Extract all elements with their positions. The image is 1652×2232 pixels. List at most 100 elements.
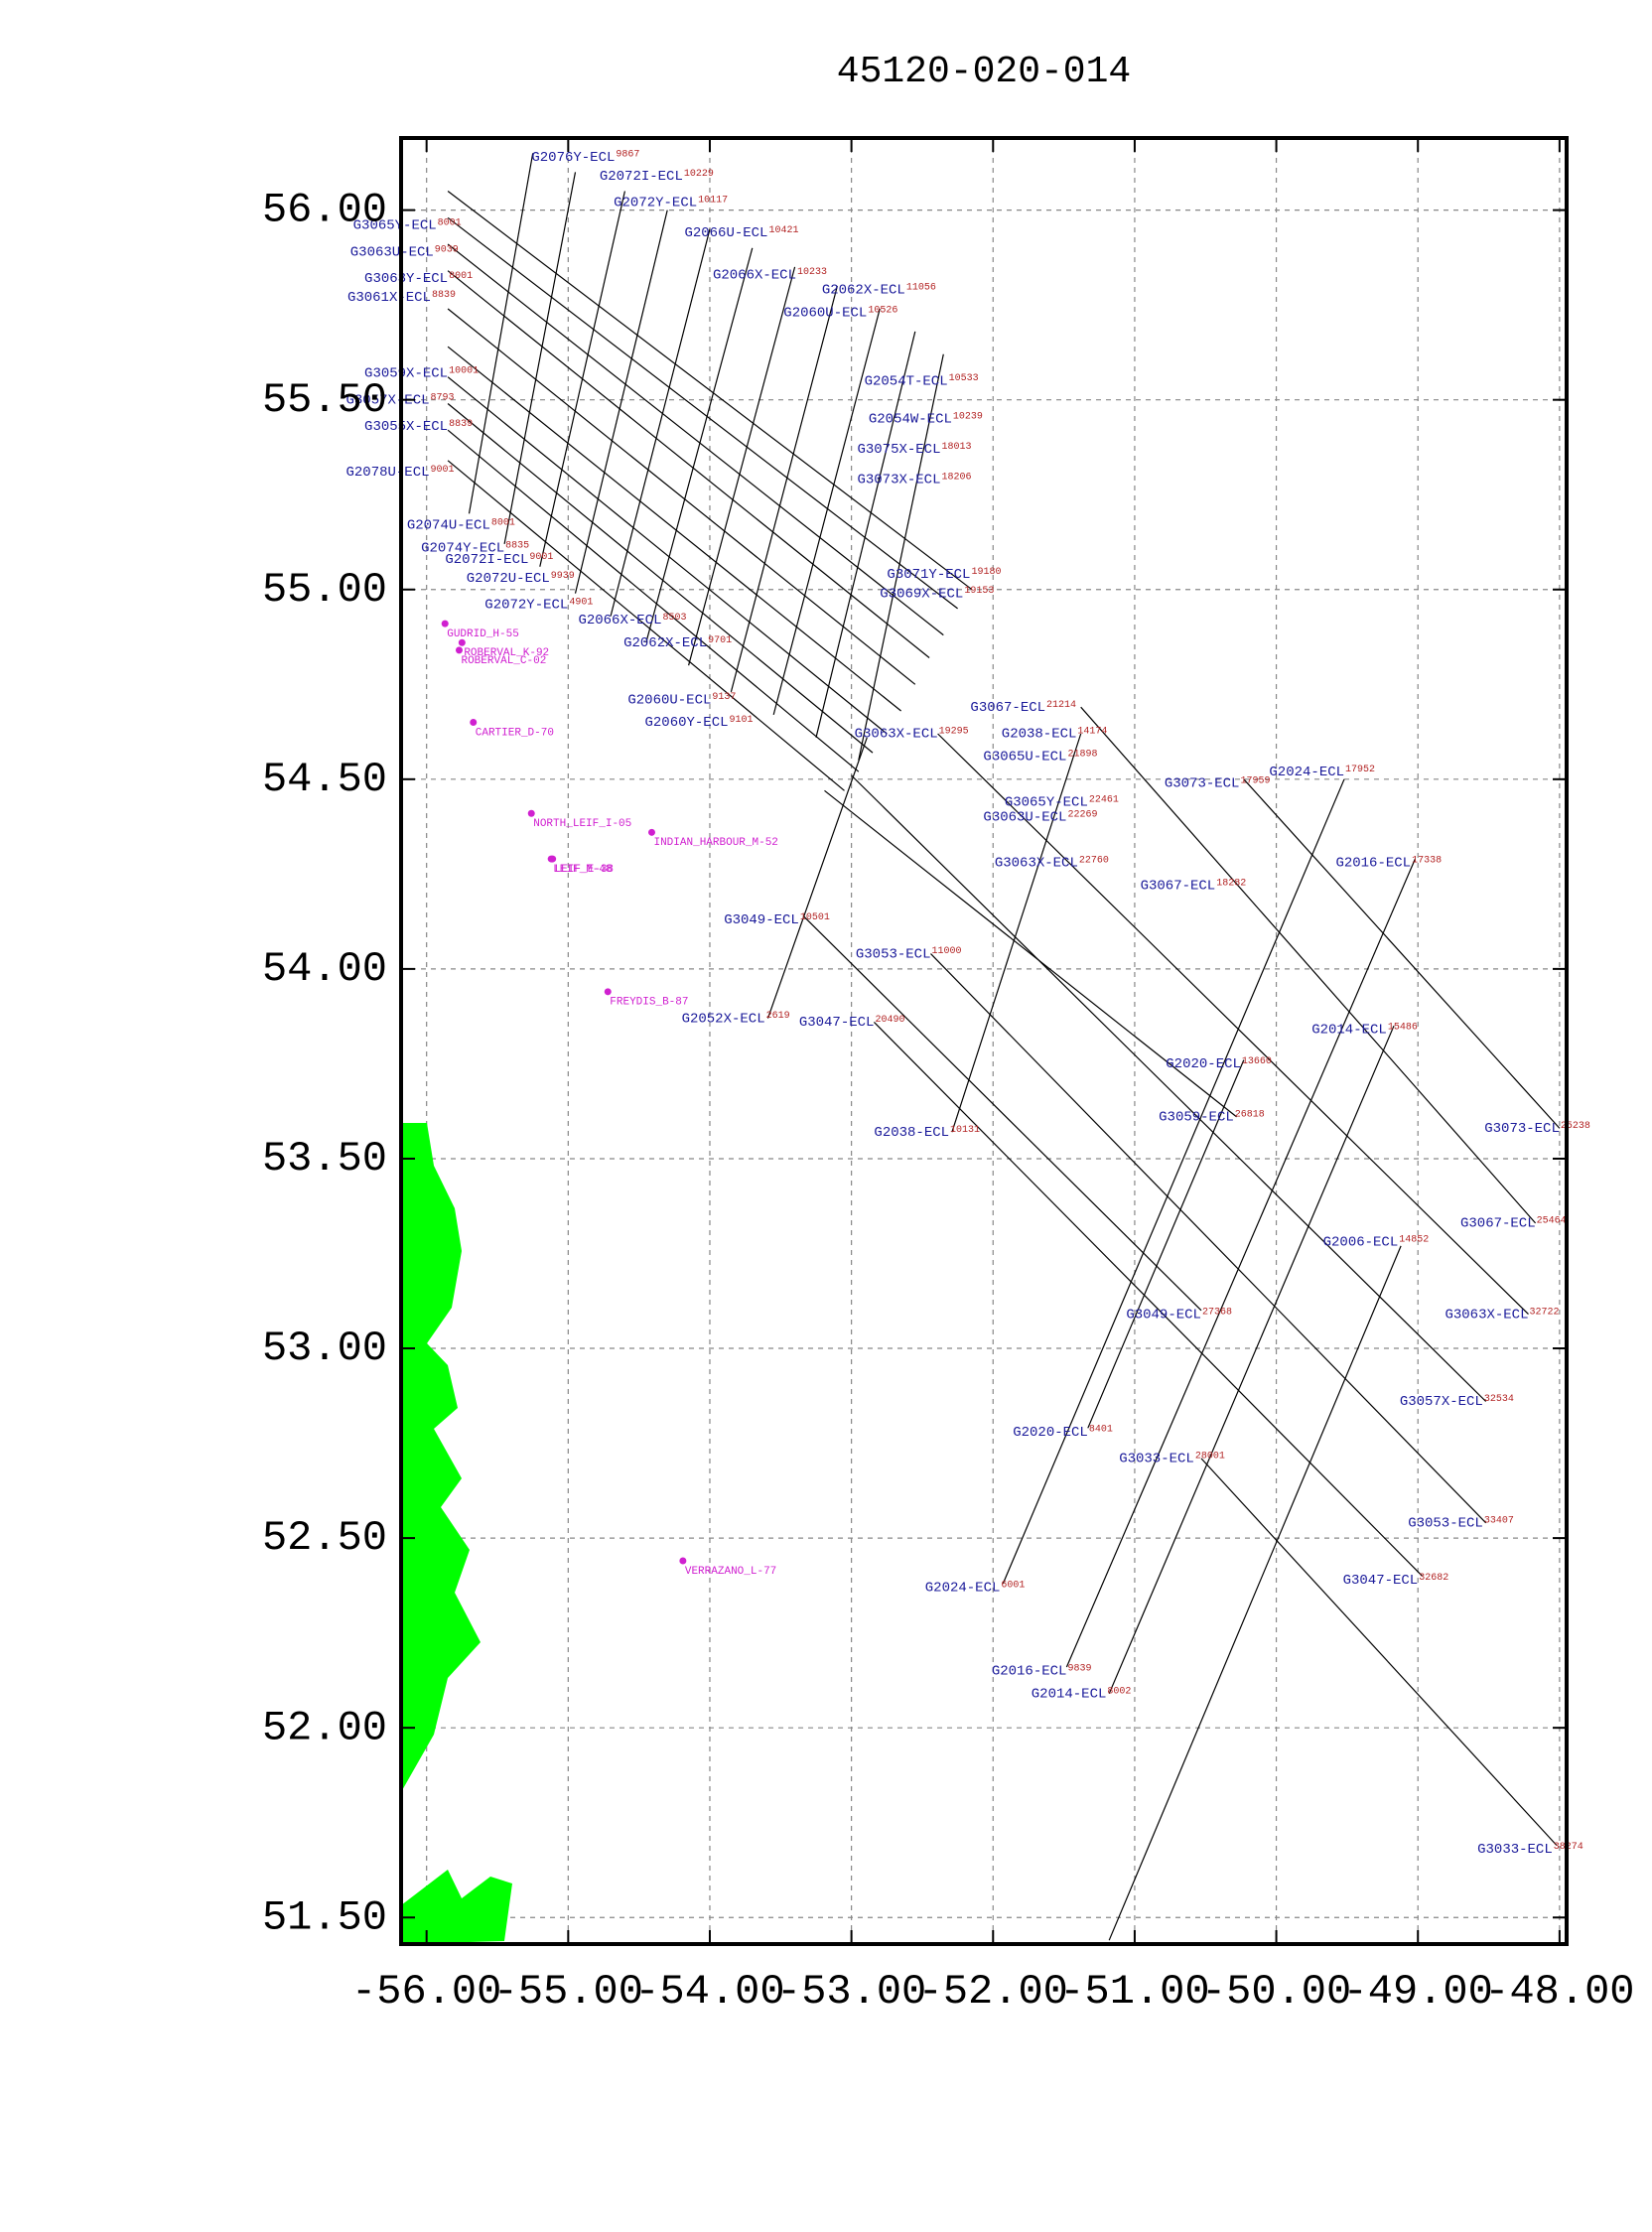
line-name: G2074Y-ECL — [421, 540, 504, 556]
y-tick-label: 52.00 — [262, 1704, 387, 1751]
line-name: G2006-ECL — [1323, 1235, 1399, 1251]
shot-point: 19295 — [939, 727, 969, 738]
shot-point: 18282 — [1216, 878, 1246, 889]
survey-line — [951, 733, 1082, 1133]
line-name: G3073-ECL — [1165, 775, 1240, 791]
line-name: G2014-ECL — [1032, 1686, 1107, 1702]
shot-point: 19180 — [971, 567, 1001, 578]
shot-point: 19153 — [964, 586, 994, 597]
line-name: G2038-ECL — [1002, 727, 1077, 743]
coastline — [401, 1123, 512, 1944]
shot-point: 13660 — [1242, 1056, 1272, 1067]
line-name: G2016-ECL — [1335, 856, 1411, 872]
land — [401, 1870, 512, 1944]
map-title: 45120-020-014 — [837, 51, 1131, 93]
well — [604, 988, 612, 996]
line-name: G2072Y-ECL — [484, 598, 568, 614]
line-name: G2062X-ECL — [822, 283, 905, 299]
survey-line — [815, 331, 916, 738]
survey-line — [447, 460, 845, 791]
shot-point: 10526 — [868, 305, 897, 316]
survey-lines — [447, 153, 1561, 1941]
survey-line — [447, 346, 901, 712]
well — [679, 1557, 687, 1565]
shot-point: 8835 — [505, 540, 529, 551]
shot-point: 2619 — [766, 1011, 790, 1022]
x-tick-label: -50.00 — [1201, 1968, 1351, 2016]
y-tick-label: 51.50 — [262, 1893, 387, 1941]
well-name: LEIF_M-48 — [553, 864, 612, 876]
well — [527, 809, 535, 817]
line-name: G2066U-ECL — [684, 225, 767, 241]
well — [441, 620, 449, 628]
shot-point: 9867 — [616, 150, 639, 161]
line-name: G3063X-ECL — [995, 856, 1078, 872]
shot-point: 18206 — [941, 473, 971, 484]
survey-line — [766, 737, 868, 1019]
line-name: G2072I-ECL — [445, 552, 528, 568]
survey-line — [1108, 1025, 1395, 1695]
line-name: G3073-ECL — [1484, 1121, 1560, 1137]
line-name: G3065U-ECL — [983, 750, 1066, 766]
line-name: G2038-ECL — [874, 1125, 949, 1141]
line-name: G2066X-ECL — [713, 267, 796, 283]
survey-line — [772, 308, 881, 716]
shot-point: 10501 — [800, 912, 830, 923]
line-name: G3033-ECL — [1119, 1452, 1194, 1467]
shot-point: 25464 — [1537, 1216, 1567, 1227]
y-tick-label: 55.00 — [262, 566, 387, 614]
well-name: INDIAN_HARBOUR_M-52 — [653, 837, 777, 849]
line-name: G2060Y-ECL — [645, 715, 729, 731]
x-tick-label: -52.00 — [918, 1968, 1068, 2016]
axes: -56.00-55.00-54.00-53.00-52.00-51.00-50.… — [262, 138, 1634, 2016]
survey-line — [824, 789, 1237, 1118]
survey-line — [503, 172, 577, 545]
y-tick-label: 52.50 — [262, 1514, 387, 1562]
survey-line — [1243, 778, 1561, 1129]
line-name: G3057X-ECL — [1400, 1394, 1483, 1410]
line-name: G2066X-ECL — [578, 613, 661, 628]
land — [401, 1123, 481, 1792]
shot-point: 14852 — [1399, 1235, 1429, 1246]
shot-point: 33407 — [1484, 1515, 1514, 1526]
survey-line — [539, 191, 625, 567]
shot-point: 8001 — [438, 218, 462, 229]
survey-line — [447, 403, 874, 754]
line-name: G3065Y-ECL — [1005, 794, 1088, 810]
x-tick-label: -56.00 — [351, 1968, 501, 2016]
line-name: G2072Y-ECL — [614, 196, 697, 211]
line-name: G3033-ECL — [1477, 1842, 1553, 1858]
shot-point: 26818 — [1235, 1110, 1265, 1121]
shot-point: 10131 — [950, 1125, 980, 1136]
survey-line — [447, 308, 916, 685]
shot-point: 21898 — [1067, 750, 1097, 761]
shot-point: 10421 — [768, 225, 798, 236]
well — [458, 638, 466, 646]
survey-line — [447, 191, 973, 591]
survey-line — [937, 733, 1529, 1316]
well — [647, 828, 655, 836]
well-name: FREYDIS_B-87 — [610, 997, 688, 1009]
line-name: G2054W-ECL — [869, 411, 952, 427]
line-name: G2060U-ECL — [627, 692, 711, 708]
shot-point: 6001 — [1001, 1580, 1025, 1591]
line-name: G3067-ECL — [1460, 1216, 1536, 1232]
shot-point: 15486 — [1388, 1023, 1418, 1034]
shot-point: 17952 — [1345, 765, 1375, 775]
shot-point: 17959 — [1240, 775, 1270, 786]
line-name: G3047-ECL — [799, 1015, 875, 1031]
survey-line — [1002, 778, 1345, 1585]
shot-point: 9039 — [435, 244, 459, 255]
survey-line — [447, 270, 930, 658]
line-name: G3063Y-ECL — [364, 271, 448, 287]
well — [549, 855, 557, 863]
y-tick-label: 53.00 — [262, 1325, 387, 1372]
line-name: G3053-ECL — [1408, 1516, 1483, 1532]
x-tick-label: -54.00 — [634, 1968, 784, 2016]
x-tick-label: -53.00 — [776, 1968, 926, 2016]
well-name: ROBERVAL_K-92 — [464, 647, 549, 659]
